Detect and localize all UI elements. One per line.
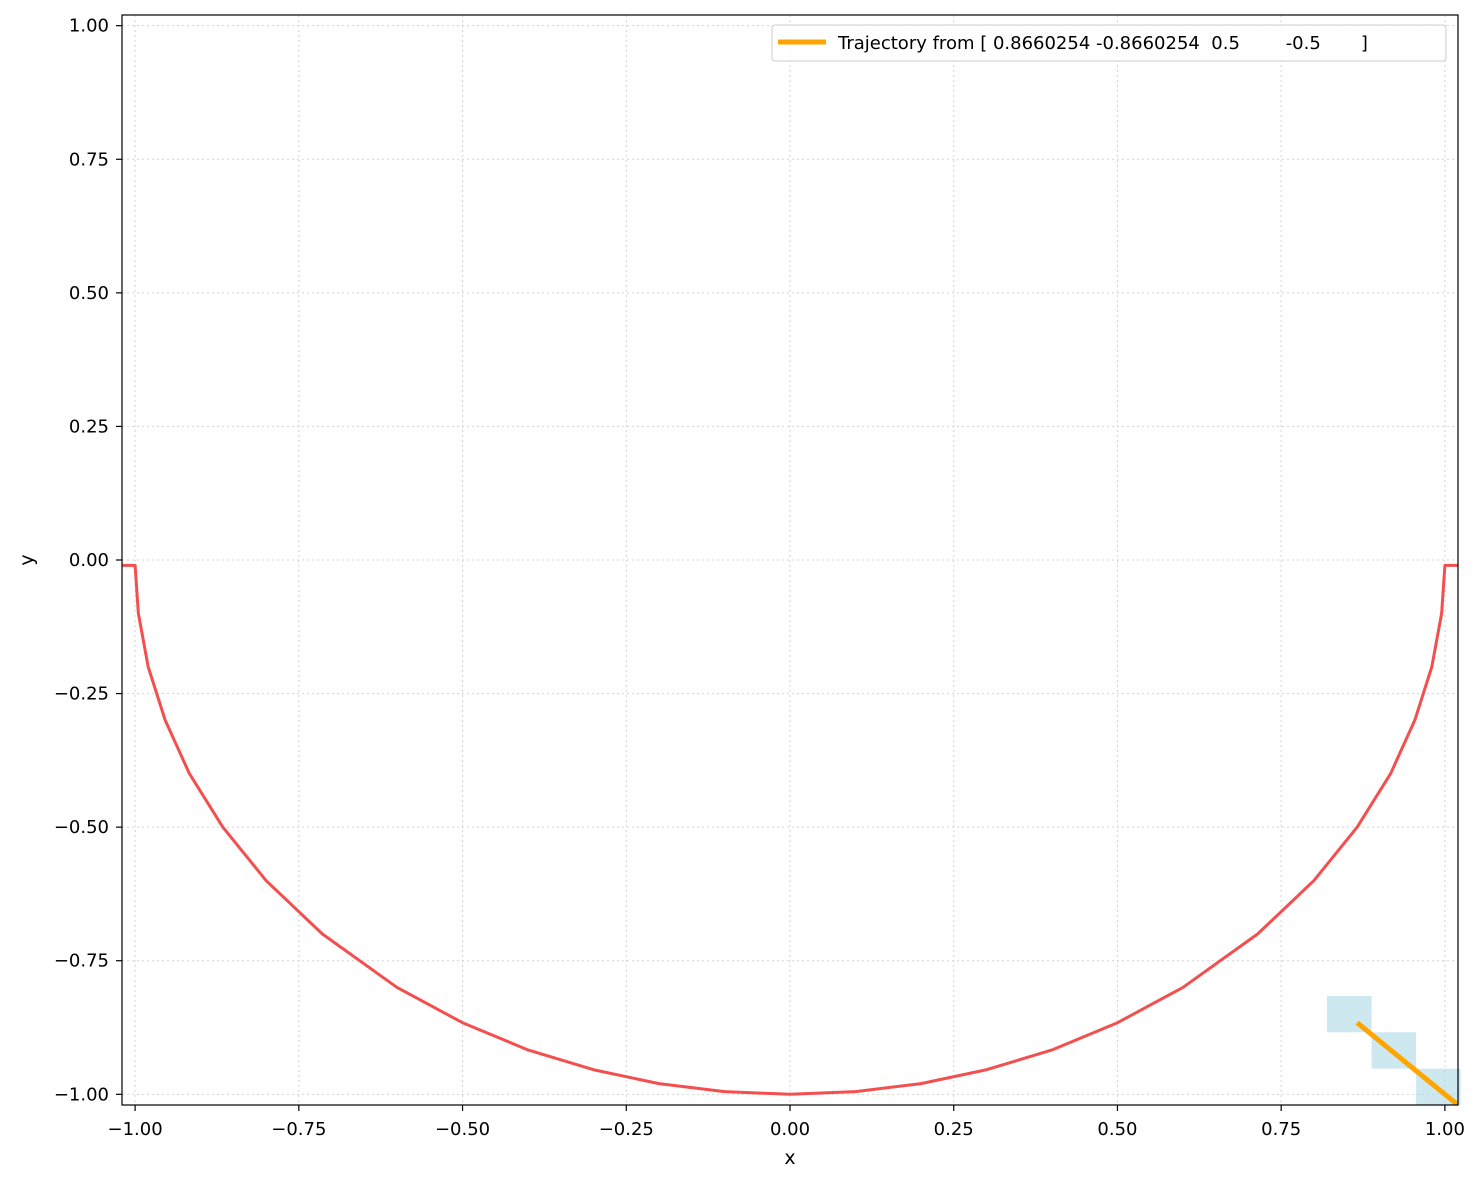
y-tick-label: −1.00 <box>54 1084 109 1105</box>
trajectory-line <box>1355 1020 1458 1105</box>
x-axis-label: x <box>784 1147 795 1169</box>
legend-box <box>771 24 1447 62</box>
boundary-curve <box>122 563 1458 1096</box>
x-tick-label: −0.25 <box>599 1119 654 1140</box>
grid <box>122 15 1458 1105</box>
y-tick-label: −0.25 <box>54 684 109 705</box>
y-tick-label: −0.50 <box>54 817 109 838</box>
x-tick-label: −0.75 <box>271 1119 326 1140</box>
y-tick-label: 0.25 <box>69 416 109 437</box>
x-axis-ticks: −1.00 −0.75 −0.50 −0.25 0.00 0.25 0.50 0.75 1.00 <box>108 1105 1465 1140</box>
y-tick-label: −0.75 <box>54 951 109 972</box>
y-axis-ticks: −1.00 −0.75 −0.50 −0.25 0.00 0.25 0.50 0.75 1.00 <box>54 16 122 1105</box>
x-tick-label: −1.00 <box>108 1119 163 1140</box>
series <box>122 563 1458 1105</box>
x-tick-label: 0.75 <box>1261 1119 1301 1140</box>
x-tick-label: 0.00 <box>770 1119 810 1140</box>
x-tick-label: 0.25 <box>934 1119 974 1140</box>
x-tick-label: 0.50 <box>1097 1119 1137 1140</box>
legend-label: Trajectory from [ 0.8660254 -0.8660254 0… <box>837 33 1368 54</box>
y-tick-label: 0.00 <box>69 550 109 571</box>
y-tick-label: 0.75 <box>69 149 109 170</box>
x-tick-label: 1.00 <box>1425 1119 1465 1140</box>
y-tick-label: 0.50 <box>69 283 109 304</box>
legend: Trajectory from [ 0.8660254 -0.8660254 0… <box>771 24 1447 62</box>
y-tick-label: 1.00 <box>69 16 109 37</box>
x-tick-label: −0.50 <box>435 1119 490 1140</box>
y-axis-label: y <box>16 554 38 565</box>
